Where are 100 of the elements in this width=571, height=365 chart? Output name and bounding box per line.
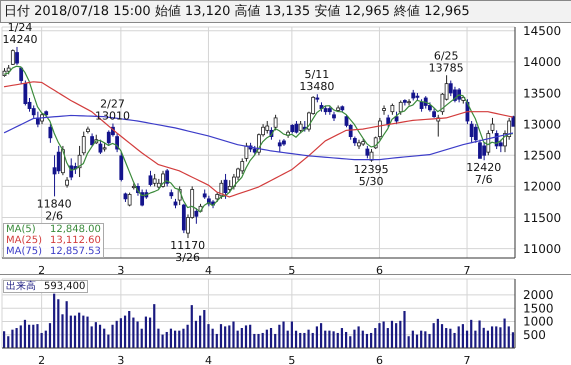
x-tick-label: 2: [38, 354, 46, 365]
bar: [178, 330, 180, 348]
y-tick-label: 14500: [523, 24, 562, 38]
candlestick: [382, 104, 386, 116]
bar: [20, 325, 22, 348]
bar: [144, 316, 148, 348]
candlestick: [378, 117, 382, 140]
bar: [166, 332, 168, 348]
bar: [399, 320, 402, 348]
bar: [103, 328, 106, 348]
candlestick: [15, 46, 19, 66]
bar: [324, 330, 326, 348]
bar: [128, 311, 130, 348]
candlestick: [352, 136, 357, 146]
bar: [124, 316, 126, 348]
bar: [495, 326, 498, 348]
candlestick: [324, 104, 328, 116]
bar: [470, 320, 472, 348]
y-tick-label: 13500: [523, 86, 562, 100]
annotation: 12,848.00: [50, 224, 101, 235]
annotation: 11840 2/6: [36, 197, 72, 222]
annotation: 1/24 14240: [2, 20, 38, 46]
candlestick: [60, 145, 65, 176]
candlestick: [98, 139, 102, 155]
candlestick: [274, 114, 278, 131]
x-tick-label: 4: [204, 264, 212, 277]
candlestick: [106, 130, 111, 146]
candlestick: [48, 124, 52, 144]
bar: [66, 301, 68, 348]
legend-box: MA(5) 12,848.00 MA(25) 13,112.60 MA(75) 12,857.53: [3, 223, 104, 258]
candlestick: [294, 120, 298, 134]
candlestick: [174, 198, 178, 209]
bar: [286, 330, 289, 348]
candlestick: [169, 189, 174, 200]
bar: [420, 330, 422, 348]
x-tick-label: 7: [464, 264, 471, 277]
bar: [462, 324, 464, 348]
candlestick: [332, 111, 336, 122]
candlestick: [457, 88, 462, 103]
bar: [312, 332, 314, 348]
y-tick-label: 12500: [523, 148, 562, 163]
candlestick: [482, 142, 486, 161]
bar: [508, 326, 510, 348]
candlestick: [394, 111, 398, 125]
x-tick-label: 6: [376, 354, 383, 365]
bar: [132, 318, 134, 348]
bar: [432, 323, 435, 348]
candlestick: [32, 104, 36, 118]
y-tick-label: 1000: [523, 314, 554, 329]
bar: [44, 330, 47, 348]
candlestick: [265, 120, 270, 134]
x-tick-label: 7: [464, 354, 471, 365]
bar: [74, 316, 76, 348]
y-tick-label: 11500: [523, 210, 562, 225]
candlestick: [119, 152, 124, 182]
bar: [82, 316, 84, 348]
bar: [140, 328, 143, 348]
candlestick: [56, 145, 61, 174]
bar: [236, 330, 239, 348]
x-tick-label: 3: [117, 264, 124, 277]
candlestick: [432, 108, 436, 118]
candlestick: [124, 192, 128, 202]
bar: [36, 324, 39, 348]
annotation: 5/11 13480: [299, 68, 334, 94]
bar: [148, 318, 152, 348]
candlestick: [420, 98, 424, 112]
candlestick: [252, 145, 257, 156]
y-tick-label: 14000: [523, 55, 562, 70]
bar: [190, 305, 193, 348]
candlestick: [202, 189, 207, 200]
candlestick: [298, 120, 303, 134]
bar: [274, 334, 276, 348]
x-tick-label: 6: [376, 264, 383, 277]
y-tick-label: 13000: [523, 117, 562, 132]
x-tick-label: 5: [288, 264, 296, 277]
candlestick: [448, 80, 453, 97]
candlestick: [148, 170, 152, 187]
bar: [458, 326, 460, 348]
candlestick: [370, 148, 374, 162]
bar: [86, 316, 89, 348]
x-tick-label: 5: [288, 354, 296, 365]
bar: [207, 324, 210, 348]
bar: [374, 328, 376, 348]
candlestick: [152, 173, 157, 187]
bar: [403, 311, 406, 348]
bar: [78, 312, 80, 348]
chart-title: 日付 2018/07/18 15:00 始値 13,120 高値 13,135 安値 12,965 終値 12,965: [4, 4, 470, 19]
bar: [445, 328, 448, 348]
bar: [7, 336, 10, 348]
bar: [262, 332, 264, 348]
bar: [440, 324, 444, 348]
candlestick: [224, 173, 228, 200]
candlestick: [240, 158, 244, 174]
line-series: [3, 81, 514, 198]
y-tick-label: 500: [523, 328, 546, 342]
bar: [57, 299, 60, 348]
candlestick: [290, 124, 294, 134]
candlestick: [65, 176, 69, 188]
bar: [412, 330, 414, 348]
candlestick: [90, 132, 94, 146]
